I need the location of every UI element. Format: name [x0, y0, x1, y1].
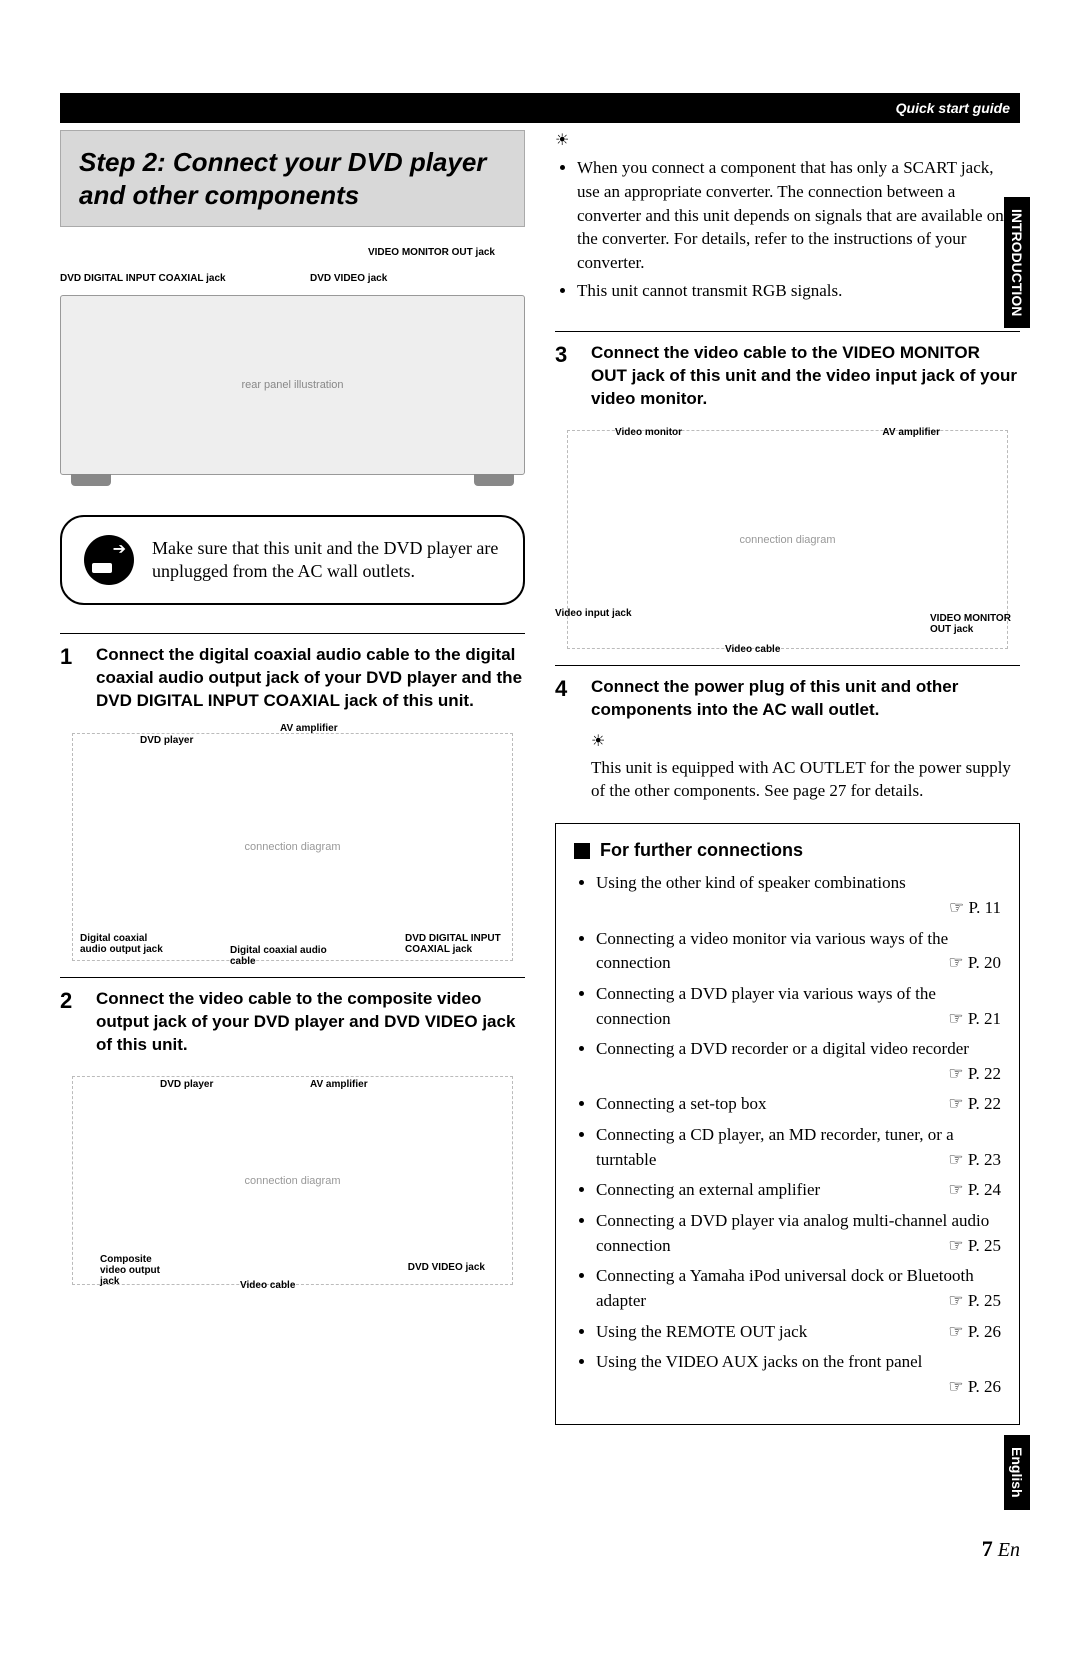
further-item: Connecting a DVD player via analog multi…	[596, 1209, 1001, 1258]
d3-video-monitor: Video monitor	[615, 427, 682, 438]
further-item: Connecting a set-top box P. 22	[596, 1092, 1001, 1117]
further-item: Connecting an external amplifier P. 24	[596, 1178, 1001, 1203]
diagram-step3: connection diagram Video monitor AV ampl…	[555, 425, 1020, 655]
side-tab-introduction: INTRODUCTION	[1004, 197, 1030, 328]
further-heading: For further connections	[574, 840, 1001, 861]
further-title: For further connections	[600, 840, 803, 861]
square-bullet-icon	[574, 843, 590, 859]
unplug-warning-text: Make sure that this unit and the DVD pla…	[152, 537, 501, 584]
further-item: Using the other kind of speaker combinat…	[596, 871, 1001, 920]
step-4-text: Connect the power plug of this unit and …	[591, 676, 1020, 722]
label-dvd-video: DVD VIDEO jack	[310, 273, 387, 284]
note-rgb: This unit cannot transmit RGB signals.	[577, 279, 1020, 303]
label-video-monitor-out: VIDEO MONITOR OUT jack	[368, 247, 495, 258]
further-item: Connecting a DVD recorder or a digital v…	[596, 1037, 1001, 1086]
label-dvd-digital-input: DVD DIGITAL INPUT COAXIAL jack	[60, 273, 226, 284]
d3-av-amp: AV amplifier	[882, 427, 940, 438]
step-number: 3	[555, 342, 577, 411]
step-1-text: Connect the digital coaxial audio cable …	[96, 644, 525, 713]
d2-av-amp: AV amplifier	[310, 1079, 368, 1090]
divider	[60, 977, 525, 978]
step-number: 2	[60, 988, 82, 1057]
step2-heading: Step 2: Connect your DVD player and othe…	[60, 130, 525, 227]
step4-note: This unit is equipped with AC OUTLET for…	[591, 757, 1020, 803]
d2-dvd-video-jack: DVD VIDEO jack	[408, 1262, 485, 1273]
step-3: 3 Connect the video cable to the VIDEO M…	[555, 342, 1020, 411]
step-4: 4 Connect the power plug of this unit an…	[555, 676, 1020, 722]
further-item: Connecting a DVD player via various ways…	[596, 982, 1001, 1031]
further-item: Connecting a video monitor via various w…	[596, 927, 1001, 976]
manual-page: Quick start guide INTRODUCTION English S…	[0, 0, 1080, 1657]
d3-video-input: Video input jack	[555, 608, 632, 619]
step-number: 4	[555, 676, 577, 722]
further-item: Using the VIDEO AUX jacks on the front p…	[596, 1350, 1001, 1399]
d1-dvd-digital-in: DVD DIGITAL INPUT COAXIAL jack	[405, 933, 505, 955]
further-item: Connecting a CD player, an MD recorder, …	[596, 1123, 1001, 1172]
d2-video-cable: Video cable	[240, 1280, 295, 1291]
right-column: ☀ When you connect a component that has …	[555, 130, 1020, 1425]
d1-coax-out: Digital coaxial audio output jack	[80, 933, 170, 955]
diagram-top-labels: VIDEO MONITOR OUT jack	[60, 247, 525, 263]
rear-panel-diagram: rear panel illustration	[60, 295, 525, 475]
further-list: Using the other kind of speaker combinat…	[574, 871, 1001, 1399]
divider	[555, 331, 1020, 332]
step-1: 1 Connect the digital coaxial audio cabl…	[60, 644, 525, 713]
scart-notes: When you connect a component that has on…	[555, 156, 1020, 303]
further-item: Using the REMOTE OUT jack P. 26	[596, 1320, 1001, 1345]
diagram-top-labels-2: DVD DIGITAL INPUT COAXIAL jack DVD VIDEO…	[60, 273, 525, 289]
guide-label: Quick start guide	[896, 100, 1010, 116]
step-number: 1	[60, 644, 82, 713]
page-number: 7 En	[982, 1536, 1020, 1562]
further-item: Connecting a Yamaha iPod universal dock …	[596, 1264, 1001, 1313]
diagram-step1: connection diagram DVD player AV amplifi…	[60, 727, 525, 967]
d2-dvd-player: DVD player	[160, 1079, 213, 1090]
hint-icon: ☀	[555, 130, 569, 150]
d1-dvd-player: DVD player	[140, 735, 193, 746]
header-bar: Quick start guide	[60, 93, 1020, 123]
d2-composite-out: Composite video output jack	[100, 1254, 180, 1287]
divider	[60, 633, 525, 634]
step-2: 2 Connect the video cable to the composi…	[60, 988, 525, 1057]
note-scart: When you connect a component that has on…	[577, 156, 1020, 275]
diagram-step2: connection diagram DVD player AV amplifi…	[60, 1071, 525, 1291]
plug-icon	[84, 535, 134, 585]
step-3-text: Connect the video cable to the VIDEO MON…	[591, 342, 1020, 411]
d3-video-mon-out: VIDEO MONITOR OUT jack	[930, 613, 1020, 635]
further-connections-box: For further connections Using the other …	[555, 823, 1020, 1424]
step-2-text: Connect the video cable to the composite…	[96, 988, 525, 1057]
hint-icon: ☀	[591, 731, 605, 751]
left-column: Step 2: Connect your DVD player and othe…	[60, 130, 525, 1425]
d1-av-amp: AV amplifier	[280, 723, 338, 734]
d3-video-cable: Video cable	[725, 644, 780, 655]
side-tab-english: English	[1004, 1435, 1030, 1510]
d1-coax-cable: Digital coaxial audio cable	[230, 945, 340, 967]
unplug-warning-box: Make sure that this unit and the DVD pla…	[60, 515, 525, 605]
divider	[555, 665, 1020, 666]
